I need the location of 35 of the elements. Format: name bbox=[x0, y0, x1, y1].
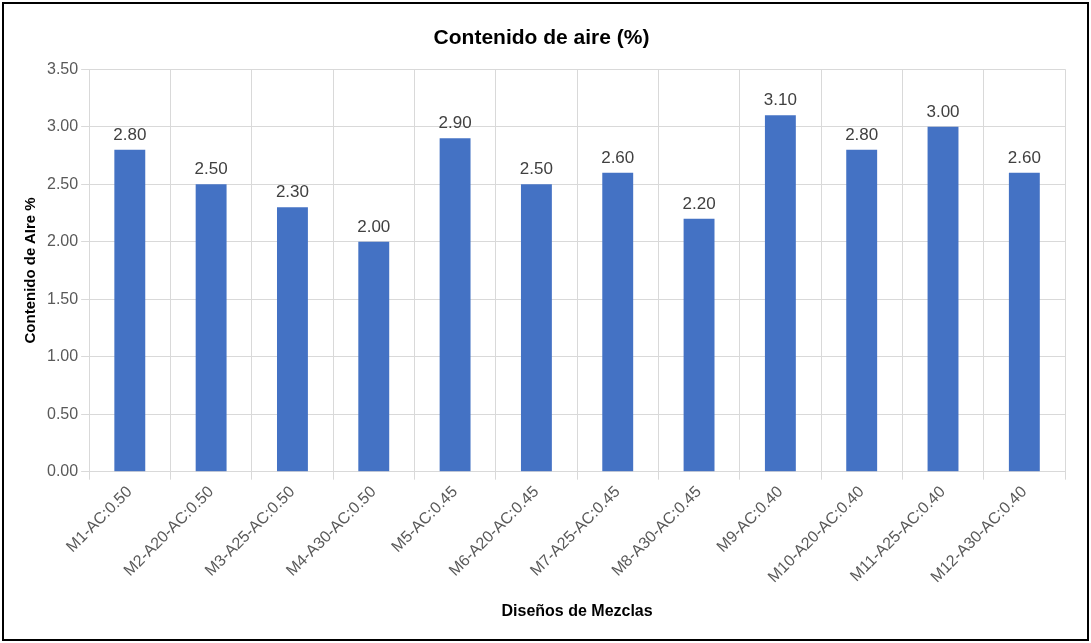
bar bbox=[439, 138, 471, 472]
data-label: 2.60 bbox=[601, 147, 635, 167]
y-tick-label: 2.50 bbox=[47, 174, 79, 192]
y-tick-label: 0.00 bbox=[47, 462, 79, 480]
bar bbox=[1008, 172, 1040, 472]
data-label: 2.80 bbox=[113, 124, 147, 144]
y-tick-label: 3.50 bbox=[47, 59, 79, 77]
bar bbox=[927, 126, 959, 472]
data-label: 2.50 bbox=[194, 159, 228, 179]
data-label: 2.50 bbox=[519, 159, 553, 179]
chart-title: Contenido de aire (%) bbox=[433, 25, 650, 49]
x-axis-title: Diseños de Mezclas bbox=[501, 601, 653, 619]
data-label: 2.30 bbox=[275, 182, 309, 202]
bar bbox=[114, 149, 146, 472]
data-label: 2.00 bbox=[357, 216, 391, 236]
data-label: 3.10 bbox=[763, 90, 797, 110]
data-label: 3.00 bbox=[926, 101, 960, 121]
bar bbox=[195, 184, 227, 472]
y-axis-title: Contenido de AIre % bbox=[21, 197, 39, 344]
y-tick-label: 0.50 bbox=[47, 404, 79, 422]
bar bbox=[846, 149, 878, 472]
bar bbox=[683, 218, 715, 472]
data-label: 2.20 bbox=[682, 193, 716, 213]
data-label: 2.60 bbox=[1007, 147, 1041, 167]
bar bbox=[764, 115, 796, 472]
bar bbox=[520, 184, 552, 472]
bar bbox=[358, 241, 390, 472]
y-tick-label: 2.00 bbox=[47, 232, 79, 250]
y-tick-label: 1.00 bbox=[47, 347, 79, 365]
y-tick-label: 1.50 bbox=[47, 289, 79, 307]
data-label: 2.90 bbox=[438, 113, 472, 133]
data-label: 2.80 bbox=[845, 124, 879, 144]
y-tick-label: 3.00 bbox=[47, 117, 79, 135]
bar bbox=[276, 207, 308, 472]
bar bbox=[602, 172, 634, 472]
